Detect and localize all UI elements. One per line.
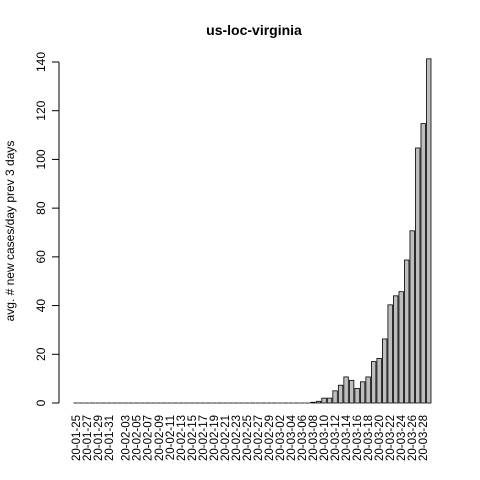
x-tick-label: 20-02-07 bbox=[143, 415, 155, 461]
bar bbox=[343, 376, 349, 404]
bar bbox=[398, 291, 404, 404]
y-tick-label: 40 bbox=[34, 299, 48, 313]
x-tick-label: 20-02-25 bbox=[242, 415, 254, 461]
bar bbox=[387, 304, 393, 404]
x-tick-label: 20-03-02 bbox=[275, 415, 287, 461]
bar bbox=[315, 400, 322, 404]
x-tick-label: 20-01-29 bbox=[93, 415, 105, 461]
x-tick-label: 20-03-20 bbox=[374, 415, 386, 461]
bar bbox=[426, 58, 432, 404]
x-tick-label: 20-03-04 bbox=[286, 414, 298, 461]
y-tick-label: 80 bbox=[34, 201, 48, 215]
x-tick-label: 20-03-22 bbox=[385, 415, 397, 461]
y-tick-label: 60 bbox=[34, 250, 48, 264]
x-tick-label: 20-03-08 bbox=[308, 415, 320, 461]
bar bbox=[337, 384, 344, 404]
x-tick-label: 20-03-16 bbox=[352, 415, 364, 461]
x-tick-label: 20-01-31 bbox=[104, 415, 116, 461]
x-tick-label: 20-02-05 bbox=[132, 415, 144, 461]
bar bbox=[332, 390, 338, 404]
x-tick-label: 20-02-27 bbox=[253, 415, 265, 461]
bar bbox=[354, 387, 360, 404]
bar bbox=[321, 397, 327, 404]
bar bbox=[409, 230, 415, 404]
chart-title: us-loc-virginia bbox=[206, 22, 302, 38]
bar bbox=[310, 401, 316, 404]
x-tick-label: 20-02-09 bbox=[154, 415, 166, 461]
y-tick-label: 20 bbox=[34, 347, 48, 361]
bar bbox=[393, 295, 399, 404]
x-tick-label: 20-03-28 bbox=[418, 415, 430, 461]
x-tick-label: 20-03-18 bbox=[363, 415, 375, 461]
bar bbox=[404, 259, 410, 404]
y-axis-label: avg. # new cases/day prev 3 days bbox=[3, 141, 17, 322]
x-tick-label: 20-03-06 bbox=[297, 415, 309, 461]
bar bbox=[359, 381, 366, 404]
x-tick-label: 20-03-14 bbox=[341, 414, 353, 461]
x-tick-label: 20-02-03 bbox=[121, 415, 133, 461]
y-tick-label: 0 bbox=[34, 399, 48, 406]
bar bbox=[376, 358, 382, 404]
x-tick-label: 20-01-25 bbox=[71, 415, 83, 461]
y-tick-label: 140 bbox=[34, 52, 48, 72]
x-tick-label: 20-02-19 bbox=[209, 415, 221, 461]
bar bbox=[420, 123, 426, 404]
bar bbox=[415, 147, 421, 404]
x-tick-label: 20-02-21 bbox=[220, 415, 232, 461]
x-tick-label: 20-02-29 bbox=[264, 415, 276, 461]
x-tick-label: 20-02-13 bbox=[176, 415, 188, 461]
x-tick-label: 20-03-24 bbox=[396, 414, 408, 461]
y-tick-label: 120 bbox=[34, 100, 48, 120]
y-axis: 0 20 40 60 80 100 120 140 bbox=[34, 52, 60, 406]
x-axis-labels: 20-01-25 20-01-27 20-01-29 20-01-31 20-02-03… bbox=[71, 414, 430, 461]
x-tick-label: 20-03-12 bbox=[330, 415, 342, 461]
bar bbox=[326, 397, 333, 404]
bar bbox=[365, 376, 371, 404]
x-tick-label: 20-02-11 bbox=[165, 415, 177, 460]
x-tick-label: 20-03-10 bbox=[319, 415, 331, 461]
bar bbox=[370, 361, 377, 404]
x-tick-label: 20-02-23 bbox=[231, 415, 243, 461]
bar bbox=[382, 338, 388, 404]
x-tick-label: 20-01-27 bbox=[82, 415, 94, 461]
x-tick-label: 20-02-17 bbox=[198, 415, 210, 461]
bar bbox=[348, 379, 355, 404]
bars bbox=[73, 58, 432, 404]
x-tick-label: 20-02-15 bbox=[187, 415, 199, 461]
y-tick-label: 100 bbox=[34, 149, 48, 169]
x-tick-label: 20-03-26 bbox=[407, 415, 419, 461]
